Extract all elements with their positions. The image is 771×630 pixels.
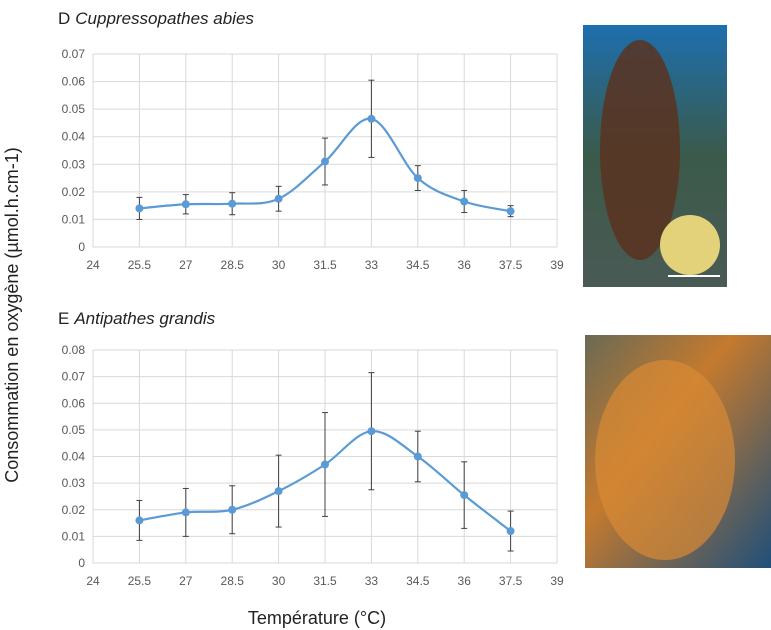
x-tick-label: 31.5 (313, 258, 337, 272)
x-tick-label: 24 (86, 574, 100, 588)
x-tick-label: 34.5 (406, 258, 430, 272)
photo-d (583, 25, 727, 287)
x-tick-label: 27 (179, 258, 193, 272)
x-tick-label: 30 (272, 258, 286, 272)
data-point (460, 491, 469, 500)
data-point (413, 174, 422, 183)
x-tick-label: 39 (550, 574, 564, 588)
x-tick-label: 27 (179, 574, 193, 588)
y-tick-label: 0 (78, 240, 85, 254)
x-tick-label: 25.5 (128, 574, 152, 588)
y-tick-label: 0.07 (62, 370, 86, 384)
x-tick-label: 37.5 (499, 574, 523, 588)
y-tick-label: 0.02 (62, 185, 86, 199)
y-tick-label: 0.05 (62, 423, 86, 437)
data-point (367, 114, 376, 123)
x-tick-label: 33 (365, 574, 379, 588)
y-tick-label: 0.03 (62, 157, 86, 171)
data-point (181, 200, 190, 209)
y-axis-label: Consommation en oxygène (µmol.h.cm-1) (2, 147, 22, 483)
data-point (228, 199, 237, 208)
data-point (274, 487, 283, 496)
x-tick-label: 34.5 (406, 574, 430, 588)
data-point (274, 194, 283, 203)
data-point (135, 516, 144, 525)
data-point (367, 427, 376, 436)
y-tick-label: 0.04 (62, 450, 86, 464)
species-name: Antipathes grandis (73, 309, 215, 328)
panel-title: D Cuppressopathes abies (58, 9, 254, 28)
y-tick-label: 0.01 (62, 212, 86, 226)
data-point (506, 207, 515, 216)
plots: D Cuppressopathes abies 0 0.01 0.02 0.03 0.04 0… (58, 9, 564, 588)
x-tick-label: 36 (458, 258, 472, 272)
y-tick-label: 0.06 (62, 396, 86, 410)
data-point (506, 527, 515, 536)
data-point (321, 460, 329, 469)
data-point (321, 157, 329, 166)
panel-title: E Antipathes grandis (58, 309, 216, 328)
x-axis-label: Température (°C) (248, 608, 386, 628)
y-tick-label: 0.02 (62, 503, 86, 517)
x-tick-label: 24 (86, 258, 100, 272)
y-tick-label: 0.05 (62, 102, 86, 116)
panel-letter: E (58, 309, 69, 328)
data-point (135, 204, 144, 213)
y-tick-label: 0.04 (62, 130, 86, 144)
x-tick-label: 28.5 (221, 258, 245, 272)
photo-e (585, 335, 771, 568)
x-tick-label: 31.5 (313, 574, 337, 588)
data-point (181, 508, 190, 517)
panel-letter: D (58, 9, 70, 28)
data-point (413, 452, 422, 461)
data-point (460, 197, 469, 206)
species-name: Cuppressopathes abies (75, 9, 254, 28)
x-tick-label: 30 (272, 574, 286, 588)
x-tick-label: 39 (550, 258, 564, 272)
x-tick-label: 37.5 (499, 258, 523, 272)
x-tick-label: 36 (458, 574, 472, 588)
data-point (228, 505, 237, 514)
y-tick-label: 0.06 (62, 75, 86, 89)
y-tick-label: 0.01 (62, 529, 86, 543)
y-tick-label: 0.07 (62, 47, 86, 61)
y-tick-label: 0.08 (62, 343, 86, 357)
y-tick-label: 0.03 (62, 476, 86, 490)
x-tick-label: 25.5 (128, 258, 152, 272)
y-tick-label: 0 (78, 556, 85, 570)
x-tick-label: 33 (365, 258, 379, 272)
x-tick-label: 28.5 (221, 574, 245, 588)
